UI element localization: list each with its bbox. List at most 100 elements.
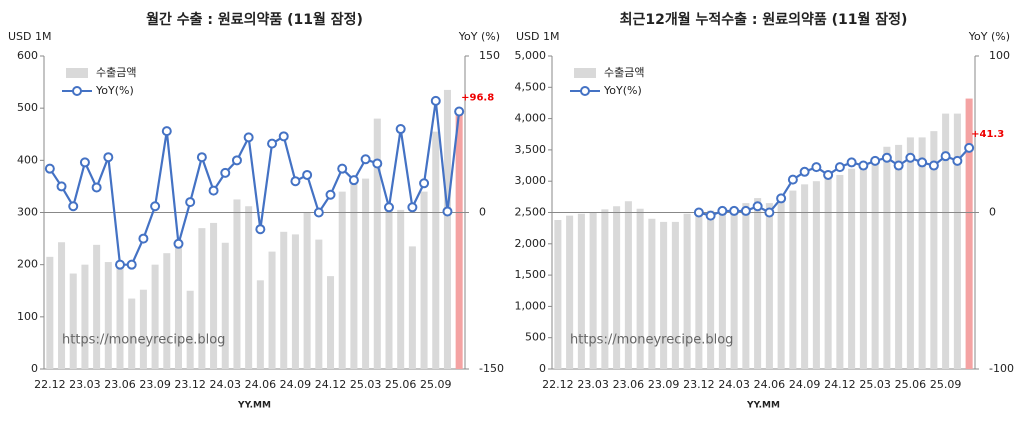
bar bbox=[848, 168, 856, 369]
y2-axis-label: YoY (%) bbox=[968, 30, 1010, 43]
yoy-line bbox=[48, 100, 461, 266]
x-tick-label: 23.03 bbox=[69, 378, 101, 391]
value-label: +96.8 bbox=[461, 93, 494, 104]
yoy-point bbox=[952, 155, 963, 166]
yoy-point bbox=[220, 167, 231, 178]
yoy-point bbox=[243, 132, 254, 143]
x-axis-label: YY.MM bbox=[237, 401, 271, 411]
y-tick-label: 2,000 bbox=[515, 237, 547, 250]
bar bbox=[624, 201, 632, 369]
yoy-point bbox=[964, 142, 975, 153]
y-tick-label: 4,500 bbox=[515, 80, 547, 93]
bar bbox=[420, 191, 428, 369]
yoy-point bbox=[764, 207, 775, 218]
bar bbox=[754, 198, 762, 369]
bar bbox=[801, 184, 809, 369]
legend-swatch bbox=[580, 86, 590, 96]
y-tick-label: 0 bbox=[31, 362, 38, 375]
yoy-point bbox=[799, 166, 810, 177]
yoy-point bbox=[196, 152, 207, 163]
yoy-point bbox=[267, 138, 278, 149]
bar bbox=[338, 191, 346, 369]
x-tick-label: 25.06 bbox=[385, 378, 417, 391]
legend-label: YoY(%) bbox=[95, 84, 134, 97]
yoy-point bbox=[255, 224, 266, 235]
x-tick-label: 24.03 bbox=[718, 378, 750, 391]
bar bbox=[151, 264, 159, 369]
bar bbox=[836, 174, 844, 369]
y2-tick-label: 0 bbox=[479, 206, 486, 219]
bar bbox=[93, 244, 101, 369]
yoy-point bbox=[337, 163, 348, 174]
x-tick-label: 24.12 bbox=[824, 378, 856, 391]
yoy-point bbox=[395, 124, 406, 135]
bar bbox=[730, 208, 738, 369]
yoy-line bbox=[698, 147, 970, 217]
y-tick-label: 200 bbox=[17, 258, 38, 271]
yoy-point bbox=[91, 182, 102, 193]
bar bbox=[965, 98, 973, 370]
bar bbox=[432, 131, 440, 369]
y-tick-label: 4,000 bbox=[515, 112, 547, 125]
yoy-point bbox=[185, 197, 196, 208]
bar bbox=[210, 222, 218, 369]
x-tick-label: 22.12 bbox=[34, 378, 66, 391]
bar bbox=[636, 208, 644, 369]
y-tick-label: 3,000 bbox=[515, 174, 547, 187]
bar bbox=[671, 221, 679, 369]
legend-label: YoY(%) bbox=[603, 84, 642, 97]
chart-title: 월간 수출 : 원료의약품 (11월 잠정) bbox=[146, 11, 363, 28]
x-tick-label: 25.03 bbox=[350, 378, 382, 391]
legend-swatch bbox=[574, 68, 596, 78]
watermark: https://moneyrecipe.blog bbox=[570, 333, 733, 348]
bar bbox=[871, 159, 879, 369]
bar bbox=[174, 239, 182, 369]
yoy-point bbox=[905, 152, 916, 163]
x-tick-label: 25.09 bbox=[420, 378, 452, 391]
bar bbox=[69, 273, 77, 369]
bar bbox=[695, 212, 703, 369]
yoy-point bbox=[290, 176, 301, 187]
bar bbox=[883, 146, 891, 369]
bar bbox=[46, 256, 54, 369]
bar bbox=[221, 242, 229, 369]
y2-tick-label: 100 bbox=[989, 49, 1010, 62]
x-tick-label: 25.09 bbox=[930, 378, 962, 391]
yoy-point bbox=[858, 160, 869, 171]
bar bbox=[589, 212, 597, 369]
yoy-point bbox=[893, 160, 904, 171]
yoy-point bbox=[870, 155, 881, 166]
bar bbox=[245, 206, 253, 369]
yoy-point bbox=[752, 201, 763, 212]
bar bbox=[824, 178, 832, 369]
yoy-point bbox=[126, 259, 137, 270]
yoy-point bbox=[56, 181, 67, 192]
bar bbox=[942, 113, 950, 369]
bar bbox=[385, 207, 393, 369]
bar bbox=[198, 228, 206, 369]
bar bbox=[566, 215, 574, 369]
y-tick-label: 3,500 bbox=[515, 143, 547, 156]
y-tick-label: 100 bbox=[17, 310, 38, 323]
yoy-point bbox=[917, 157, 928, 168]
y2-tick-label: 0 bbox=[989, 206, 996, 219]
yoy-point bbox=[776, 193, 787, 204]
yoy-point bbox=[740, 205, 751, 216]
y2-axis-label: YoY (%) bbox=[458, 30, 500, 43]
x-tick-label: 24.09 bbox=[280, 378, 312, 391]
bar bbox=[280, 231, 288, 369]
y-axis-label: USD 1M bbox=[8, 30, 52, 43]
yoy-point bbox=[729, 205, 740, 216]
bar bbox=[953, 113, 961, 369]
bar bbox=[256, 280, 264, 369]
x-tick-label: 23.12 bbox=[683, 378, 715, 391]
yoy-point bbox=[705, 210, 716, 221]
bar bbox=[408, 246, 416, 369]
bar bbox=[707, 210, 715, 369]
x-tick-label: 24.06 bbox=[754, 378, 786, 391]
bar bbox=[268, 251, 276, 369]
yoy-point bbox=[360, 154, 371, 165]
yoy-point bbox=[383, 202, 394, 213]
bar bbox=[186, 290, 194, 369]
yoy-point bbox=[811, 162, 822, 173]
